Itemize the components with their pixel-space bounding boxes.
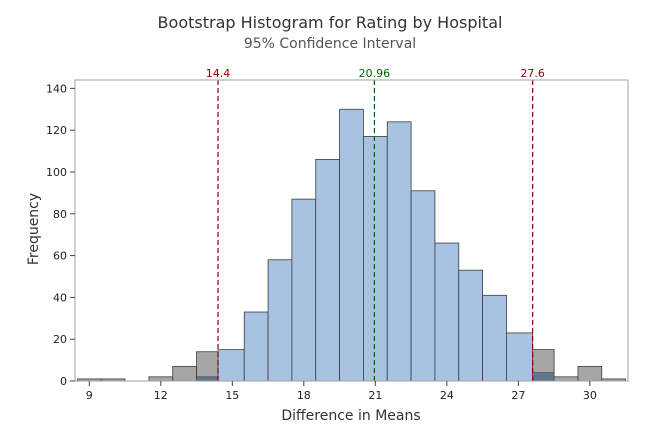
- reference-line-label: 27.6: [520, 67, 545, 80]
- histogram-bar: [339, 108, 364, 382]
- x-tick-label: 21: [368, 389, 382, 402]
- reference-line-label: 20.96: [359, 67, 391, 80]
- y-tick-label: 140: [46, 82, 67, 95]
- histogram-bar: [410, 190, 436, 382]
- histogram-bar: [386, 121, 412, 382]
- histogram-bar: [458, 269, 483, 382]
- x-tick-label: 12: [154, 389, 168, 402]
- y-tick-label: 80: [53, 208, 67, 221]
- x-axis: 9 12 15 18 21 24 27 30: [86, 381, 597, 402]
- histogram-bar: [482, 294, 507, 382]
- histogram-bar: [217, 349, 245, 382]
- y-tick-label: 60: [53, 250, 67, 263]
- histogram-bar: [506, 332, 534, 382]
- x-axis-label: Difference in Means: [281, 408, 420, 424]
- overlap-bar: [196, 376, 219, 382]
- y-tick-label: 20: [53, 333, 67, 346]
- plot-frame: [74, 79, 629, 382]
- chart-subtitle: 95% Confidence Interval: [244, 36, 416, 52]
- x-tick-label: 18: [297, 389, 311, 402]
- histogram-bar: [434, 242, 460, 382]
- chart-title: Bootstrap Histogram for Rating by Hospit…: [158, 13, 503, 32]
- histogram-bars: [76, 108, 627, 382]
- y-tick-label: 120: [46, 124, 67, 137]
- histogram-bar: [363, 136, 388, 382]
- y-tick-label: 100: [46, 166, 67, 179]
- y-tick-label: 0: [60, 375, 67, 388]
- x-tick-label: 27: [511, 389, 525, 402]
- histogram-bar: [172, 365, 197, 382]
- histogram-bar: [291, 198, 317, 382]
- x-tick-label: 30: [583, 389, 597, 402]
- y-axis-label: Frequency: [26, 193, 42, 265]
- histogram-bar: [315, 159, 340, 382]
- y-tick-label: 40: [53, 291, 67, 304]
- histogram-bar: [148, 376, 174, 382]
- x-tick-label: 15: [225, 389, 239, 402]
- x-tick-label: 24: [440, 389, 454, 402]
- overlap-bar: [532, 372, 555, 382]
- reference-lines: 14.4 20.96 27.6: [206, 67, 545, 381]
- histogram-bar: [553, 376, 579, 382]
- histogram-bar: [577, 365, 603, 382]
- y-axis: 0 20 40 60 80 100 120 140: [46, 82, 75, 388]
- x-tick-label: 9: [86, 389, 93, 402]
- reference-line-label: 14.4: [206, 67, 231, 80]
- histogram-bar: [243, 311, 269, 382]
- histogram-bar: [267, 259, 293, 382]
